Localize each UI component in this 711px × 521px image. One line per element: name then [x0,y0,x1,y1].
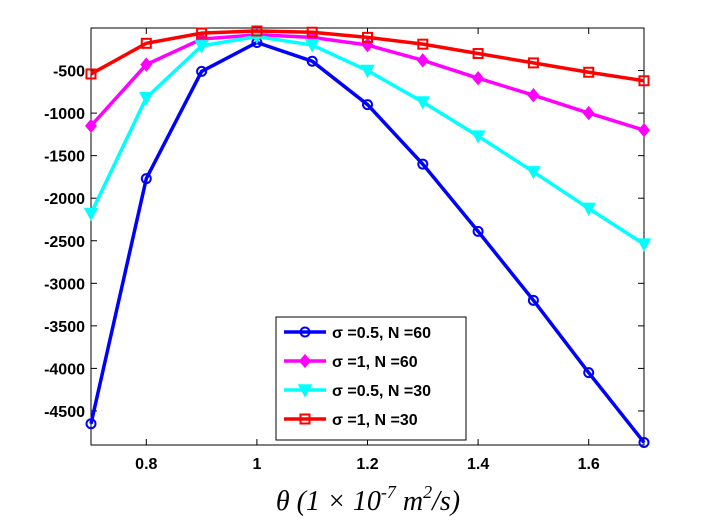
data-point [417,38,429,50]
data-point [360,64,375,79]
series-layer [83,25,652,448]
y-tick-label: -3000 [44,276,85,293]
data-point [472,71,485,86]
legend-label: σ =1, N =60 [332,354,418,371]
y-axis: -500 -1000 -1500 -2000 -2500 -3000 -3500 -4000 -… [44,64,644,421]
legend-entry: σ =0.5, N =30 [284,383,431,400]
data-point [196,27,208,39]
x-tick-label: 1.2 [356,456,378,473]
data-point [581,202,596,216]
x-tick-label: 1 [252,456,261,473]
data-point [638,122,650,138]
x-axis-label: θ (1 × 10-7 m2/s) [276,482,460,517]
data-point [527,57,539,69]
data-point [416,53,429,68]
x-axis-label-exponent: -7 [381,482,397,502]
data-point [527,294,539,306]
data-point [362,99,373,111]
legend-label: σ =1, N =30 [332,412,418,429]
x-axis-label-mid: m [396,486,423,517]
data-point [83,207,99,222]
data-point [194,40,209,54]
legend-entry: σ =1, N =30 [284,412,418,429]
y-tick-label: -2000 [44,191,85,208]
data-point [472,48,484,60]
y-tick-label: -4500 [44,404,85,421]
legend-label: σ =0.5, N =60 [332,325,431,342]
data-point [583,367,595,379]
data-point [85,418,97,430]
data-point [140,37,152,49]
data-point [251,25,263,37]
legend: σ =0.5, N =60 σ =1, N =60 σ =0.5, N =30 σ =… [275,316,467,441]
x-axis-label-end: /s) [430,486,460,517]
x-tick-label: 1.4 [467,456,489,473]
data-point [196,65,208,77]
x-tick-label: 1.6 [578,456,600,473]
data-point [638,75,650,87]
y-tick-label: -500 [53,64,85,81]
y-tick-label: -2500 [44,234,85,251]
series-line [89,40,646,444]
series-line [90,29,645,83]
legend-marker [299,413,311,425]
legend-entry: σ =0.5, N =60 [284,325,431,342]
data-point [638,436,650,448]
data-point [470,130,486,144]
data-point [362,31,373,43]
data-point [415,96,431,110]
x-axis-label-main: θ (1 × 10 [276,486,381,517]
legend-marker [297,384,313,398]
x-tick-label: 0.8 [135,456,157,473]
data-point [417,158,429,170]
series-4 [85,25,650,87]
legend-marker [299,326,311,338]
data-point [472,225,484,237]
y-tick-label: -1500 [44,149,85,166]
data-point [527,88,540,103]
data-point [140,173,152,185]
data-point [140,57,153,72]
legend-label: σ =0.5, N =30 [332,383,431,400]
x-axis-label-exponent-2: 2 [423,482,432,502]
x-axis: 0.8 1 1.2 1.4 1.6 [135,28,600,473]
series-3 [83,30,652,252]
y-tick-label: -3500 [44,319,85,336]
y-tick-label: -4000 [44,361,85,378]
data-point [526,166,541,180]
data-point [85,118,97,134]
data-point [85,68,97,80]
legend-marker [299,353,311,369]
y-tick-label: -1000 [44,106,85,123]
data-point [582,105,595,121]
data-point [583,66,595,78]
data-point [636,238,652,252]
data-point [139,92,154,106]
data-point [304,39,320,53]
data-point [306,26,318,38]
legend-entry: σ =1, N =60 [284,353,418,371]
data-point [306,55,318,67]
